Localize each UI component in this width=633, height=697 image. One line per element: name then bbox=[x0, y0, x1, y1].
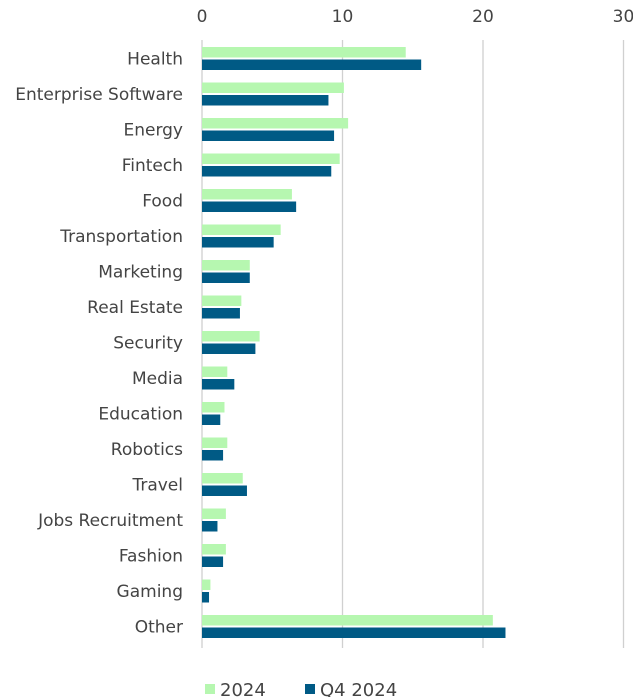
category-label: Real Estate bbox=[87, 298, 183, 318]
bar-series2-11 bbox=[202, 450, 224, 461]
bar-series1-7 bbox=[202, 295, 242, 306]
bar-series1-0 bbox=[202, 47, 406, 58]
legend: 2024 Q4 2024 bbox=[205, 680, 397, 697]
bar-series2-4 bbox=[202, 201, 297, 212]
bar-series1-5 bbox=[202, 224, 281, 235]
category-label: Fintech bbox=[122, 156, 183, 176]
bar-series1-14 bbox=[202, 544, 226, 555]
category-labels: Health Enterprise Software Energy Fintech Fo… bbox=[15, 50, 183, 638]
category-label: Gaming bbox=[117, 582, 183, 602]
legend-label-2: Q4 2024 bbox=[320, 680, 397, 697]
bar-series2-8 bbox=[202, 343, 256, 354]
category-label: Energy bbox=[123, 121, 183, 141]
category-label: Education bbox=[98, 405, 183, 425]
bar-series1-3 bbox=[202, 153, 340, 164]
x-tick-label: 30 bbox=[613, 7, 633, 27]
x-tick-label: 10 bbox=[332, 7, 354, 27]
category-label: Food bbox=[142, 192, 183, 212]
bar-series2-0 bbox=[202, 59, 422, 70]
category-label: Media bbox=[132, 369, 183, 389]
bar-series2-9 bbox=[202, 379, 235, 390]
x-axis-tick-labels: 0 10 20 30 bbox=[197, 7, 633, 27]
bar-series2-1 bbox=[202, 95, 329, 106]
bar-series2-16 bbox=[202, 627, 506, 638]
bar-series2-5 bbox=[202, 237, 274, 248]
category-label: Marketing bbox=[98, 263, 183, 283]
bar-series1-15 bbox=[202, 579, 211, 590]
bar-series2-2 bbox=[202, 130, 335, 141]
category-label: Security bbox=[113, 334, 183, 354]
bar-series1-4 bbox=[202, 189, 292, 200]
x-tick-label: 20 bbox=[472, 7, 494, 27]
bar-series1-12 bbox=[202, 473, 243, 484]
bar-series1-13 bbox=[202, 508, 226, 519]
bar-series2-7 bbox=[202, 308, 240, 319]
category-label: Health bbox=[127, 50, 183, 70]
category-label: Robotics bbox=[111, 440, 183, 460]
bar-series2-12 bbox=[202, 485, 247, 496]
bar-series1-8 bbox=[202, 331, 260, 342]
bar-series2-3 bbox=[202, 166, 332, 177]
bar-series1-9 bbox=[202, 366, 228, 377]
bar-series1-1 bbox=[202, 82, 344, 93]
bar-series1-10 bbox=[202, 402, 225, 413]
bar-series2-15 bbox=[202, 592, 210, 603]
bar-series2-13 bbox=[202, 521, 218, 532]
category-label: Other bbox=[135, 618, 183, 638]
category-label: Transportation bbox=[59, 227, 183, 247]
category-label: Enterprise Software bbox=[15, 85, 183, 105]
bar-series2-6 bbox=[202, 272, 250, 283]
bar-series1-2 bbox=[202, 118, 349, 129]
legend-swatch-2 bbox=[305, 684, 315, 694]
bar-series1-16 bbox=[202, 615, 493, 626]
category-label: Jobs Recruitment bbox=[37, 511, 183, 531]
x-tick-label: 0 bbox=[197, 7, 208, 27]
bars bbox=[202, 47, 506, 638]
bar-series1-6 bbox=[202, 260, 250, 271]
bar-series2-10 bbox=[202, 414, 221, 425]
legend-label-1: 2024 bbox=[220, 680, 266, 697]
legend-swatch-1 bbox=[205, 684, 215, 694]
bar-series1-11 bbox=[202, 437, 228, 448]
category-label: Fashion bbox=[119, 547, 183, 567]
bar-series2-14 bbox=[202, 556, 224, 567]
category-label: Travel bbox=[131, 476, 183, 496]
